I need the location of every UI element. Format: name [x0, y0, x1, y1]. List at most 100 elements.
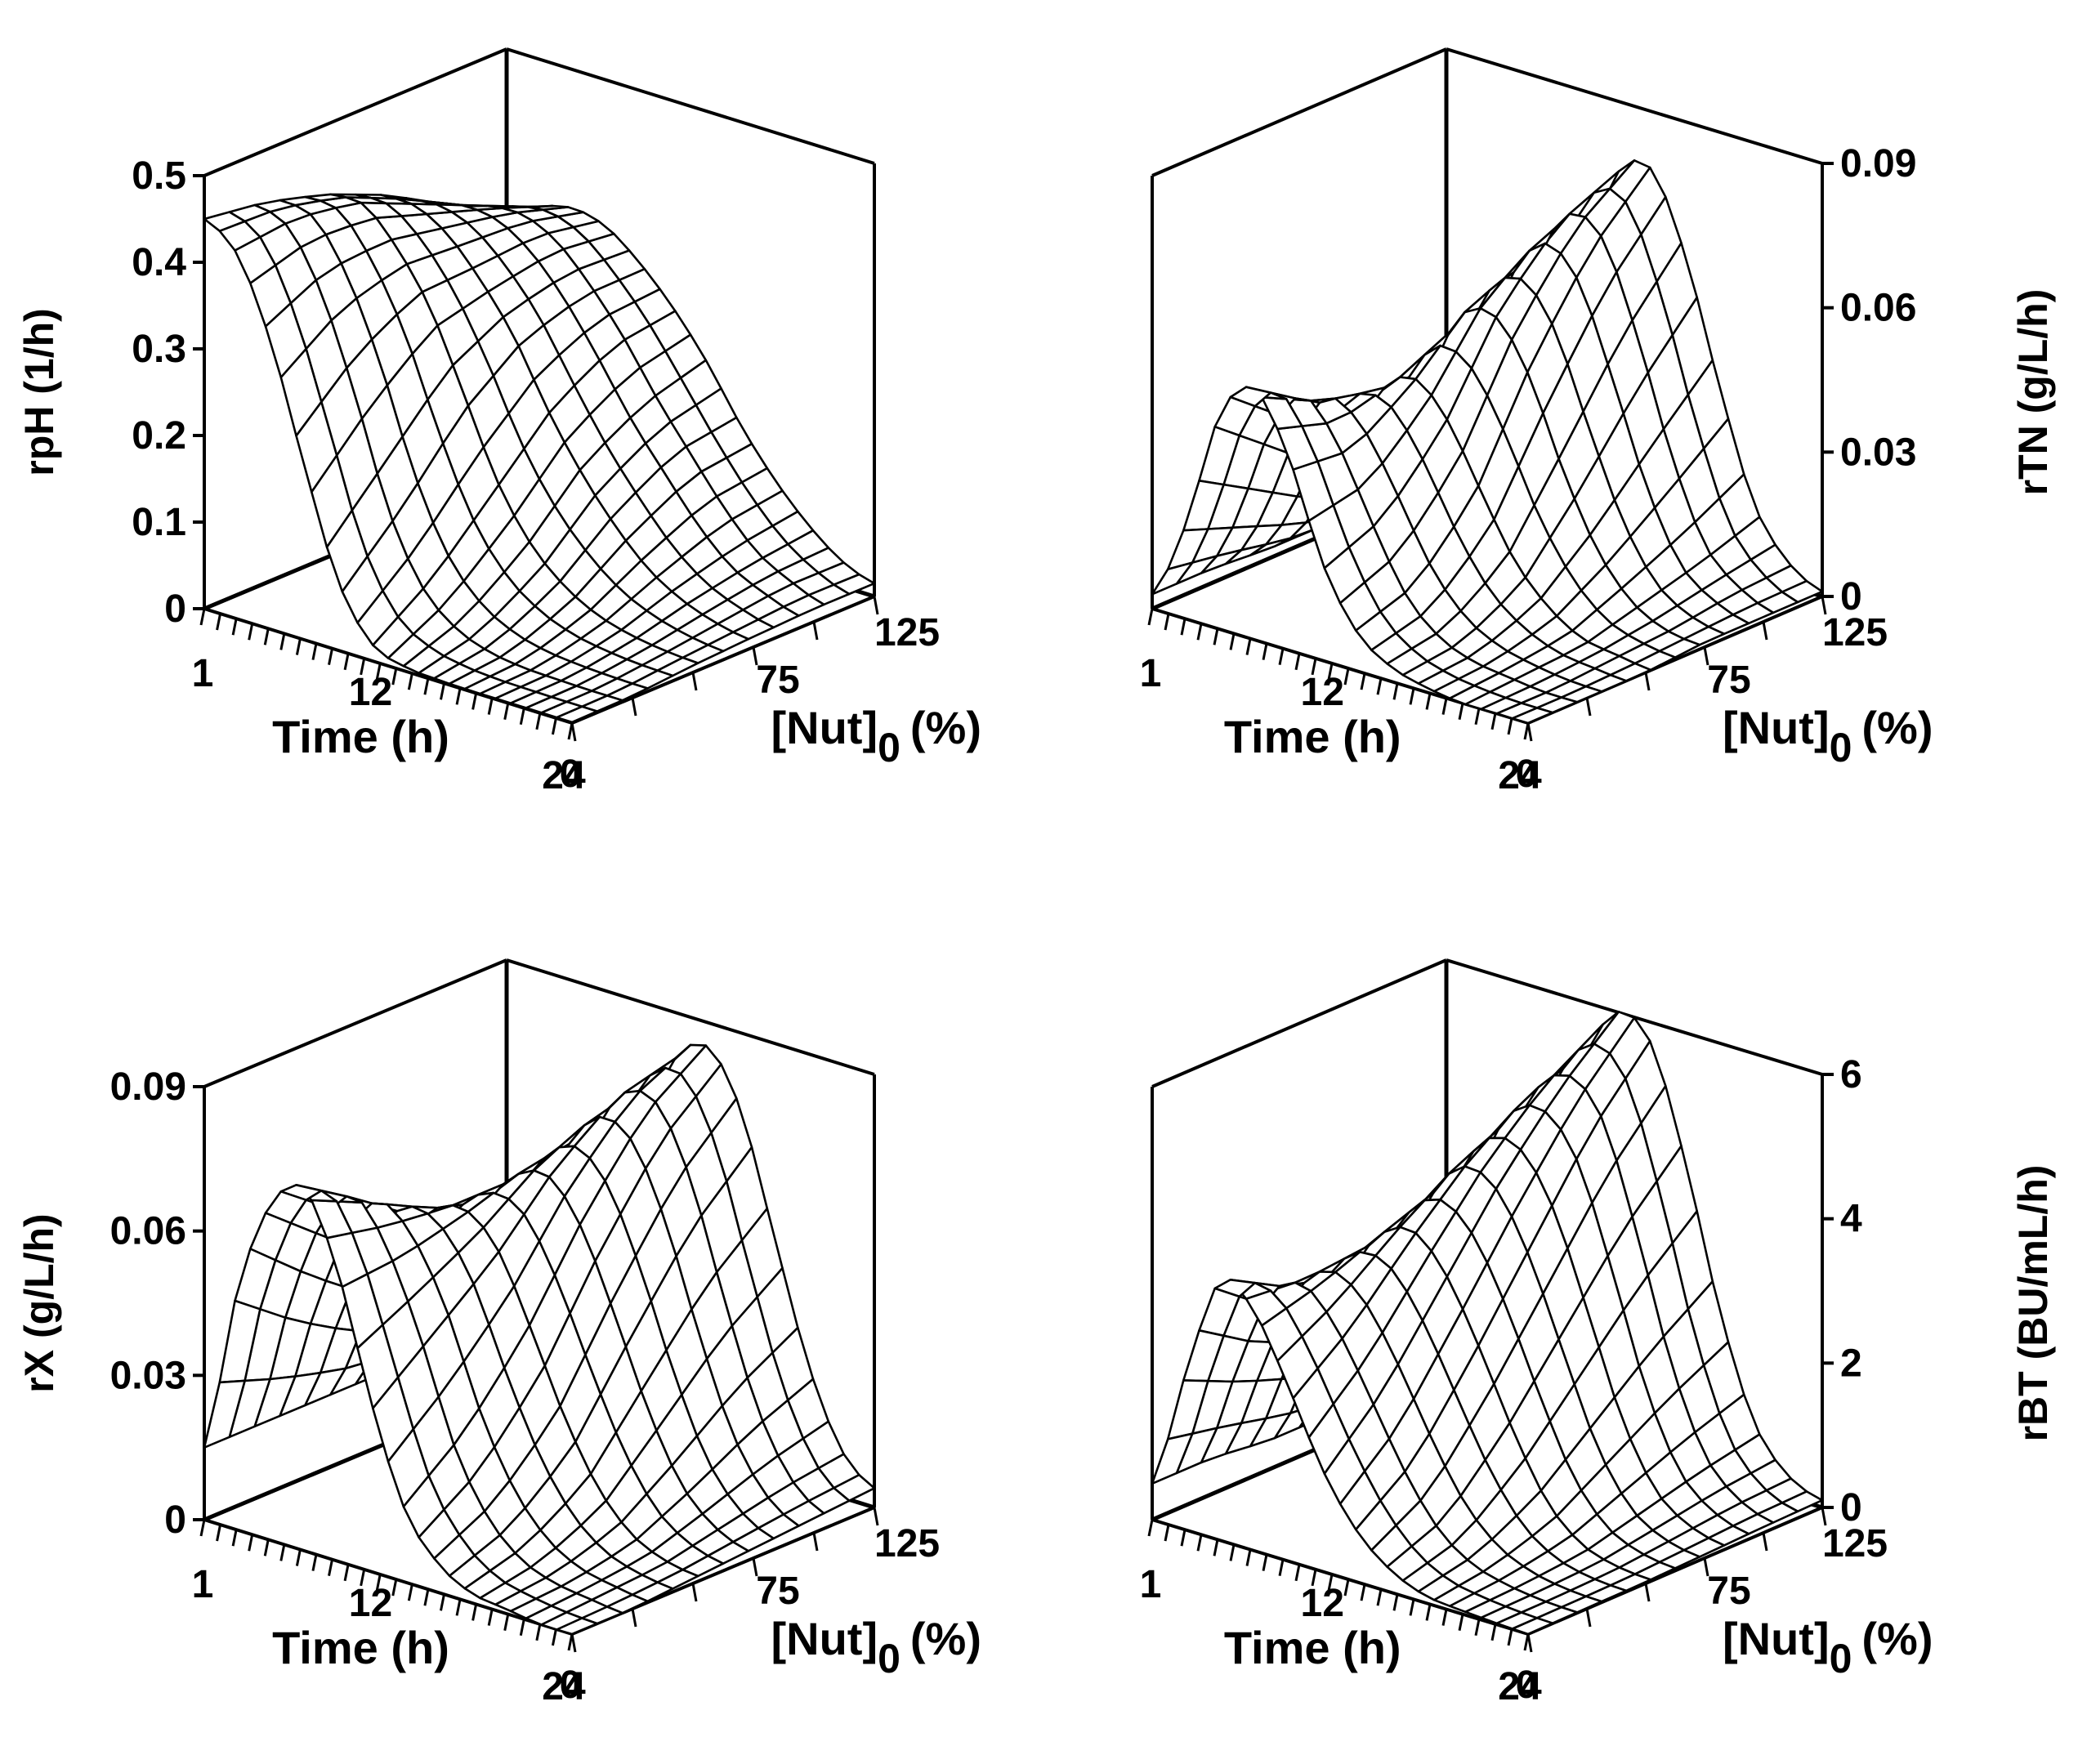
panel-rph: 0 0.1 0.2 0.3 0.4 0.5 rpH (1/h) 1 12 24 Time (h) 0 7…: [16, 47, 982, 797]
surface-mesh-rtn: [1151, 159, 1824, 725]
nut-tick-label: 75: [1707, 1570, 1750, 1613]
nut-tick: [631, 1608, 637, 1628]
z-tick-label: 0.1: [132, 501, 186, 544]
nut-tick: [691, 1583, 698, 1602]
nut-tick-label: 75: [756, 659, 799, 702]
time-tick: [535, 712, 542, 730]
nut-tick: [1644, 672, 1651, 691]
time-tick: [423, 1588, 430, 1606]
z-axis-title: rBT (BU/mL/h): [2010, 1165, 2056, 1442]
nut-tick-label: 125: [874, 1522, 940, 1565]
time-tick: [503, 703, 510, 720]
time-tick: [1409, 688, 1415, 705]
box-edge: [1151, 47, 1447, 177]
surface-cell: [1151, 1432, 1194, 1485]
time-tick: [311, 643, 318, 660]
z-tick-label: 0.4: [132, 241, 186, 284]
nut-tick-label: 0: [1516, 1664, 1538, 1707]
panel-rtn: 0 0.03 0.06 0.09 rTN (g/L/h) 1 12 24 Time (h) 0 75…: [1140, 47, 2056, 797]
box-edge: [203, 47, 507, 177]
time-tick: [1425, 693, 1432, 710]
time-tick: [1458, 703, 1464, 720]
time-ticks-rtn: [1147, 596, 1827, 742]
time-tick: [360, 1569, 366, 1587]
time-tick-label: 1: [1140, 1563, 1162, 1606]
z-axis-rph: 0 0.1 0.2 0.3 0.4 0.5: [132, 154, 204, 631]
time-tick: [1294, 1564, 1301, 1582]
time-tick-labels-rx: 1 12 24: [192, 1563, 586, 1708]
time-tick: [199, 608, 206, 626]
time-tick-label: 12: [1301, 671, 1344, 714]
time-tick: [279, 633, 286, 650]
time-tick: [1164, 1524, 1170, 1542]
nut-axis-title: [Nut]0 (%): [1723, 1613, 1933, 1681]
nut-tick-label: 125: [874, 611, 940, 654]
time-tick: [1343, 1579, 1350, 1597]
time-tick: [1474, 1619, 1481, 1637]
time-tick: [1180, 618, 1187, 636]
nut-tick: [812, 621, 819, 641]
z-tick-label: 0.09: [1840, 142, 1916, 185]
time-tick: [1147, 1519, 1154, 1537]
time-tick-label: 24: [1498, 754, 1542, 797]
surface-mesh-rbt: [1151, 1011, 1824, 1636]
time-tick: [375, 663, 382, 681]
time-tick: [535, 1623, 542, 1641]
time-tick-label: 12: [349, 671, 392, 714]
time-axis-line: [203, 1518, 573, 1636]
nut-tick-label: 0: [560, 752, 582, 796]
nut-tick: [1526, 722, 1533, 742]
z-tick-label: 0: [1840, 1486, 1862, 1530]
time-tick-labels-rbt: 1 12 24: [1140, 1563, 1542, 1708]
time-tick: [248, 1534, 254, 1552]
time-tick-label: 1: [192, 652, 214, 695]
time-tick: [311, 1554, 318, 1571]
time-tick: [231, 1529, 238, 1547]
z-tick-label: 6: [1840, 1053, 1862, 1096]
time-tick: [199, 1519, 206, 1537]
nut-tick-label: 125: [1822, 611, 1888, 654]
z-axis-title: rTN (g/L/h): [2010, 289, 2056, 496]
time-tick: [407, 672, 413, 690]
time-tick: [1294, 653, 1301, 671]
nut-tick-labels-rbt: 0 75 125: [1516, 1522, 1888, 1707]
nut-axis-title: [Nut]0 (%): [771, 702, 982, 770]
time-ticks-rbt: [1147, 1507, 1827, 1653]
box-edge: [203, 958, 507, 1088]
time-tick-label: 1: [192, 1563, 214, 1606]
time-tick: [455, 688, 462, 705]
surface-cell: [203, 1379, 246, 1449]
time-tick: [1278, 648, 1285, 665]
time-tick: [328, 648, 333, 665]
nut-tick-labels-rx: 0 75 125: [560, 1522, 940, 1707]
time-tick: [279, 1544, 286, 1561]
time-tick: [263, 628, 270, 645]
nut-axis-title: [Nut]0 (%): [771, 1613, 982, 1681]
time-tick: [1196, 623, 1203, 641]
nut-tick: [691, 672, 698, 691]
nut-tick-label: 125: [1822, 1522, 1888, 1565]
time-tick: [1458, 1614, 1464, 1631]
time-tick: [375, 1574, 382, 1592]
time-axis-title: Time (h): [1224, 1622, 1401, 1673]
time-tick: [216, 613, 222, 631]
time-tick: [216, 1524, 222, 1542]
nut-tick: [1585, 697, 1592, 717]
nut-tick-labels-rtn: 0 75 125: [1516, 611, 1888, 796]
time-tick: [455, 1599, 462, 1616]
time-tick: [1409, 1599, 1415, 1616]
time-tick: [391, 1579, 398, 1597]
time-tick: [1245, 1549, 1252, 1566]
time-tick-labels-rtn: 1 12 24: [1140, 652, 1542, 797]
nut-tick: [1762, 1532, 1768, 1552]
nut-tick: [1585, 1608, 1592, 1628]
nut-tick: [570, 722, 577, 742]
time-tick: [1229, 1544, 1236, 1561]
time-tick: [1262, 1554, 1268, 1571]
time-tick: [328, 1559, 333, 1576]
time-tick: [1392, 1594, 1399, 1611]
nut-tick: [873, 596, 879, 615]
nut-tick-label: 0: [1516, 752, 1538, 796]
time-axis-line: [1151, 1518, 1529, 1636]
